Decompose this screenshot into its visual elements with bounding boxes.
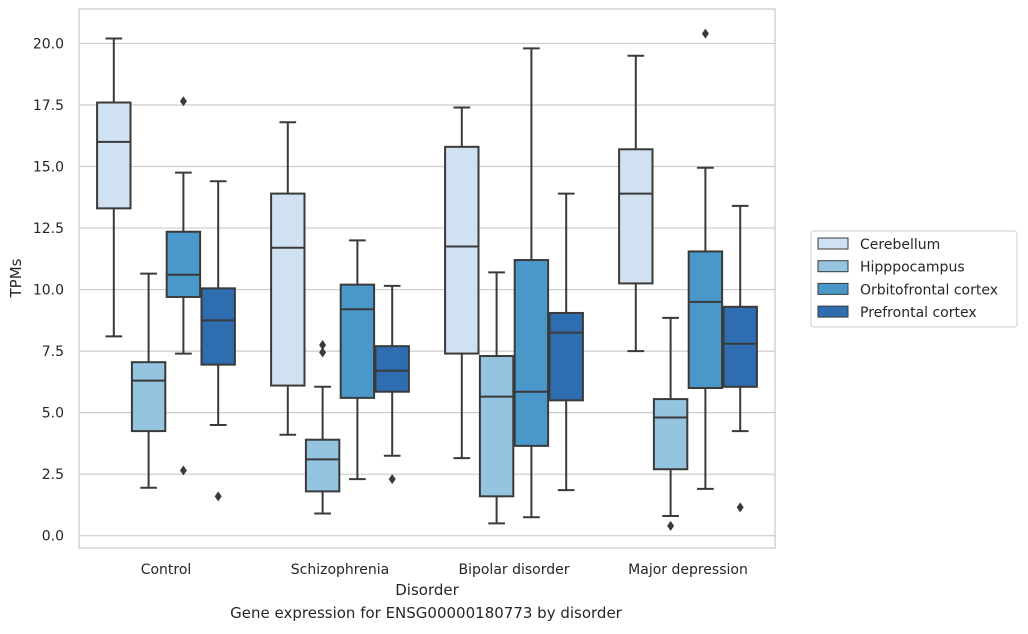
- box-iqr: [722, 305, 758, 388]
- x-axis-label: Disorder: [395, 581, 459, 599]
- y-tick-label: 10.0: [33, 283, 64, 299]
- legend-label: Cerebellum: [860, 237, 940, 253]
- outlier-point: [388, 474, 396, 485]
- y-tick-label: 5.0: [42, 406, 64, 422]
- x-tick-label: Major depression: [628, 562, 748, 578]
- box-iqr: [200, 287, 236, 366]
- box-iqr: [652, 398, 689, 471]
- y-tick-label: 15.0: [33, 160, 64, 176]
- legend-swatch: [817, 260, 849, 273]
- box-cerebellum-control: [96, 37, 132, 338]
- y-tick-label: 17.5: [33, 98, 64, 114]
- box-prefrontal-cortex-schizophrenia: [374, 284, 410, 485]
- y-tick-label: 12.5: [33, 221, 64, 237]
- outlier-point: [319, 347, 327, 358]
- box-iqr: [165, 230, 202, 298]
- box-hipppocampus-schizophrenia: [304, 339, 341, 515]
- box-orbitofrontal-cortex-major-depression: [687, 28, 724, 490]
- y-tick-label: 2.5: [42, 467, 64, 483]
- legend-frame: [810, 230, 1018, 328]
- plot-frame: [78, 8, 776, 549]
- box-iqr: [513, 259, 550, 447]
- box-iqr: [444, 145, 480, 355]
- outlier-point: [214, 491, 222, 502]
- legend-swatch: [817, 305, 849, 318]
- outlier-point: [701, 28, 709, 39]
- box-iqr: [618, 148, 654, 285]
- y-tick-label: 7.5: [42, 344, 64, 360]
- legend-label: Hipppocampus: [860, 260, 965, 276]
- y-axis-ticks: 0.0 2.5 5.0 7.5 10.0 12.5 15.0 17.5 20.0: [33, 36, 64, 544]
- y-tick-label: 20.0: [33, 36, 64, 52]
- outlier-point: [667, 520, 675, 531]
- outlier-point: [179, 96, 187, 107]
- box-iqr: [304, 438, 341, 493]
- box-groups: [96, 28, 758, 531]
- box-iqr: [687, 250, 724, 390]
- y-tick-label: 0.0: [42, 529, 64, 545]
- box-prefrontal-cortex-major-depression: [722, 204, 758, 513]
- outlier-point: [179, 465, 187, 476]
- box-iqr: [96, 101, 132, 210]
- box-cerebellum-bipolar-disorder: [444, 106, 480, 460]
- box-hipppocampus-control: [130, 272, 167, 489]
- box-prefrontal-cortex-bipolar-disorder: [548, 192, 584, 492]
- legend-swatch: [817, 282, 849, 295]
- box-orbitofrontal-cortex-bipolar-disorder: [513, 47, 550, 519]
- legend: Cerebellum Hipppocampus Orbitofrontal cort…: [810, 230, 1018, 328]
- box-orbitofrontal-cortex-schizophrenia: [339, 239, 376, 481]
- box-hipppocampus-major-depression: [652, 316, 689, 531]
- box-iqr: [339, 283, 376, 399]
- x-tick-label: Bipolar disorder: [458, 562, 569, 578]
- box-orbitofrontal-cortex-control: [165, 96, 202, 476]
- chart-caption: Gene expression for ENSG00000180773 by d…: [230, 604, 622, 622]
- legend-label: Orbitofrontal cortex: [860, 282, 998, 298]
- y-axis-label: TPMs: [7, 258, 25, 298]
- box-iqr: [270, 192, 306, 387]
- x-tick-label: Schizophrenia: [291, 562, 389, 578]
- box-prefrontal-cortex-control: [200, 180, 236, 502]
- box-iqr: [548, 311, 584, 402]
- legend-swatch: [817, 237, 849, 250]
- box-iqr: [374, 345, 410, 393]
- box-cerebellum-major-depression: [618, 54, 654, 353]
- box-cerebellum-schizophrenia: [270, 121, 306, 436]
- outlier-point: [319, 339, 327, 350]
- box-iqr: [130, 361, 167, 433]
- outlier-point: [736, 502, 744, 513]
- box-hipppocampus-bipolar-disorder: [478, 271, 515, 525]
- legend-label: Prefrontal cortex: [860, 305, 977, 321]
- x-tick-label: Control: [141, 562, 192, 578]
- x-axis-ticks: Control Schizophrenia Bipolar disorder Majo…: [141, 562, 748, 578]
- box-iqr: [478, 355, 515, 498]
